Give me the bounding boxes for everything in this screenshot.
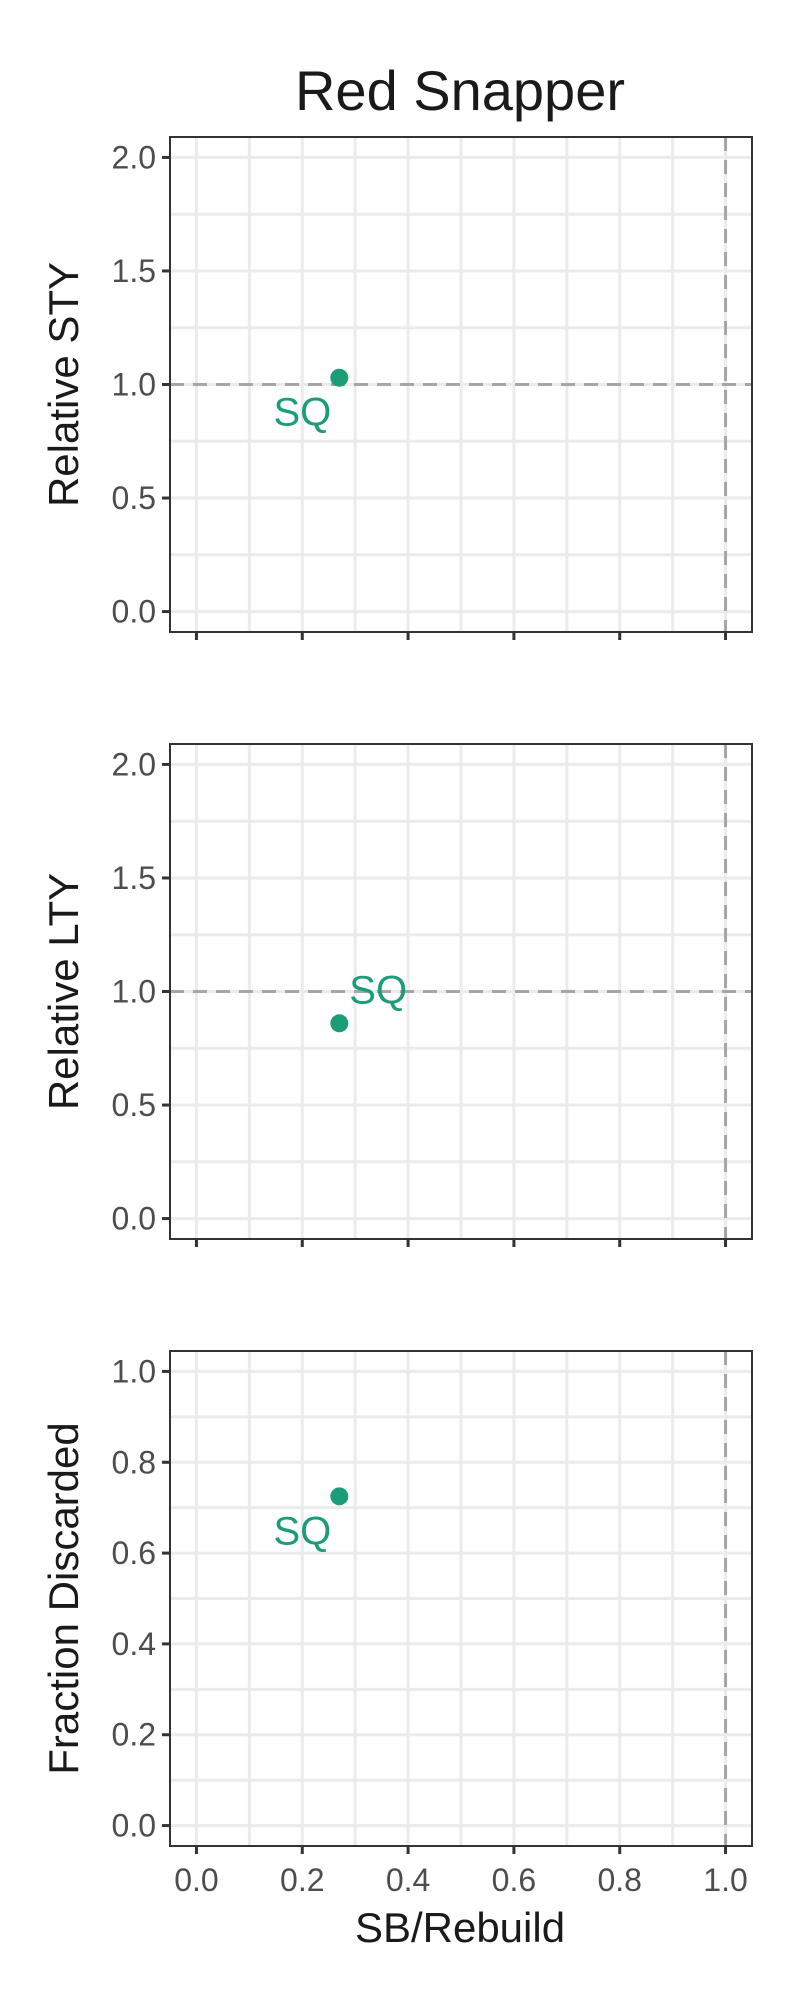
y-tick-label: 1.0	[112, 367, 156, 403]
x-axis-title: SB/Rebuild	[355, 1904, 565, 1951]
y-axis-title: Relative STY	[40, 262, 87, 507]
panel-border	[169, 1350, 753, 1847]
y-tick-label: 1.5	[112, 860, 156, 896]
y-tick-label: 0.0	[112, 1201, 156, 1237]
y-axis-title: Fraction Discarded	[40, 1422, 87, 1774]
data-point	[330, 1487, 349, 1506]
y-tick-label: 1.5	[112, 253, 156, 289]
x-tick-label: 0.0	[174, 1862, 218, 1898]
x-tick-label: 0.6	[492, 1862, 536, 1898]
chart-panels: 0.0 0.5 1.0 1.5 2.0 Relative STY SQ 0.0 0.5 1.0 1.…	[40, 136, 753, 1898]
y-tick-label: 0.5	[112, 1087, 156, 1123]
y-tick-label: 2.0	[112, 139, 156, 175]
chart-title: Red Snapper	[295, 59, 625, 122]
y-tick-label: 1.0	[112, 1353, 156, 1389]
y-axis-title: Relative LTY	[40, 873, 87, 1110]
y-tick-label: 0.6	[112, 1535, 156, 1571]
y-tick-label: 0.2	[112, 1717, 156, 1753]
x-tick-label: 0.2	[280, 1862, 324, 1898]
point-label: SQ	[349, 968, 407, 1012]
y-tick-label: 0.4	[112, 1626, 156, 1662]
x-tick-label: 0.4	[386, 1862, 430, 1898]
y-tick-label: 2.0	[112, 746, 156, 782]
y-tick-label: 0.0	[112, 1808, 156, 1844]
data-point	[330, 368, 349, 387]
x-tick-label: 0.8	[597, 1862, 641, 1898]
y-tick-label: 0.5	[112, 480, 156, 516]
panel-3: 0.0 0.2 0.4 0.6 0.8 1.0 0.0 0.2 0.4 0.6 0.8 1.0 Frac…	[40, 1350, 753, 1898]
panel-1: 0.0 0.5 1.0 1.5 2.0 Relative STY SQ	[40, 136, 753, 640]
point-label: SQ	[274, 391, 332, 435]
point-label: SQ	[274, 1509, 332, 1553]
y-tick-label: 0.0	[112, 594, 156, 630]
y-tick-label: 0.8	[112, 1444, 156, 1480]
x-tick-label: 1.0	[703, 1862, 747, 1898]
panel-2: 0.0 0.5 1.0 1.5 2.0 Relative LTY SQ	[40, 743, 753, 1247]
data-point	[330, 1014, 349, 1033]
y-tick-label: 1.0	[112, 974, 156, 1010]
